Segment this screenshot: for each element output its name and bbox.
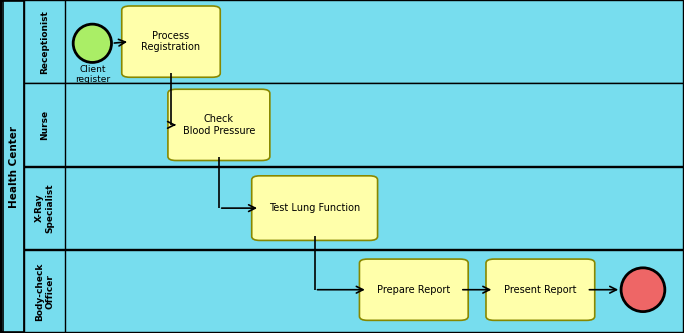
FancyBboxPatch shape bbox=[24, 0, 683, 83]
Text: X-Ray
Specialist: X-Ray Specialist bbox=[35, 183, 54, 233]
Text: Process
Registration: Process Registration bbox=[142, 31, 200, 52]
Text: Client
register: Client register bbox=[75, 65, 110, 84]
Text: Prepare Report: Prepare Report bbox=[377, 285, 451, 295]
Text: Body-check
Officer: Body-check Officer bbox=[35, 262, 54, 321]
Text: Health Center: Health Center bbox=[9, 126, 18, 207]
FancyBboxPatch shape bbox=[24, 83, 683, 166]
Text: Nurse: Nurse bbox=[40, 110, 49, 140]
Text: Check
Blood Pressure: Check Blood Pressure bbox=[183, 114, 255, 136]
FancyBboxPatch shape bbox=[24, 83, 65, 166]
FancyBboxPatch shape bbox=[24, 166, 683, 249]
FancyBboxPatch shape bbox=[3, 1, 24, 332]
Text: Test Lung Function: Test Lung Function bbox=[269, 203, 360, 213]
Ellipse shape bbox=[621, 268, 665, 312]
FancyBboxPatch shape bbox=[168, 89, 269, 161]
FancyBboxPatch shape bbox=[24, 166, 65, 249]
Ellipse shape bbox=[73, 24, 111, 63]
Text: Receptionist: Receptionist bbox=[40, 10, 49, 74]
FancyBboxPatch shape bbox=[486, 259, 595, 320]
FancyBboxPatch shape bbox=[24, 0, 65, 83]
Text: Present Report: Present Report bbox=[504, 285, 577, 295]
FancyBboxPatch shape bbox=[24, 250, 65, 332]
FancyBboxPatch shape bbox=[359, 259, 468, 320]
FancyBboxPatch shape bbox=[24, 250, 683, 332]
FancyBboxPatch shape bbox=[252, 176, 378, 240]
FancyBboxPatch shape bbox=[122, 6, 220, 77]
